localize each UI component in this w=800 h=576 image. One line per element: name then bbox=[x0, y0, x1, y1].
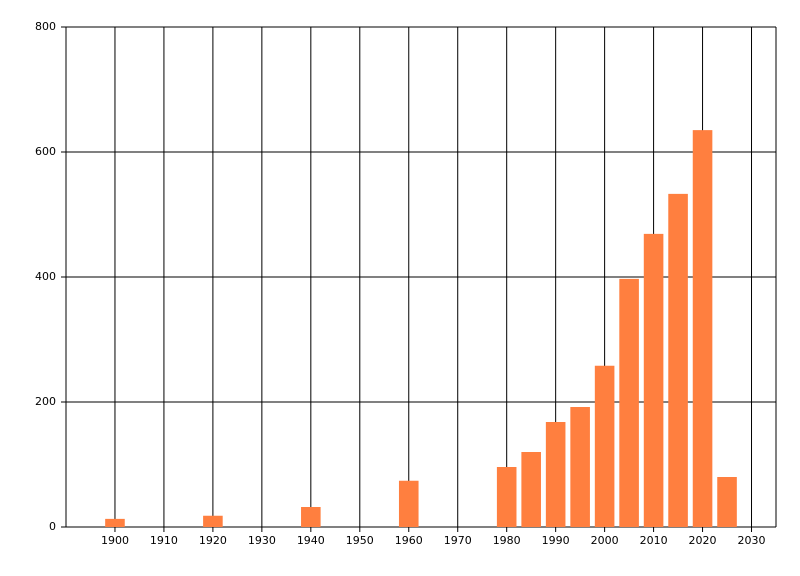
bar bbox=[619, 278, 639, 527]
bar bbox=[717, 477, 737, 527]
bar bbox=[545, 422, 566, 527]
x-tick-label: 1940 bbox=[297, 534, 325, 547]
x-tick-label: 2030 bbox=[738, 534, 766, 547]
bar bbox=[301, 507, 321, 527]
x-tick-label: 1980 bbox=[493, 534, 521, 547]
bar bbox=[570, 407, 590, 527]
bar bbox=[668, 193, 688, 527]
y-tick-label: 200 bbox=[35, 395, 56, 408]
bar bbox=[521, 452, 541, 527]
bar bbox=[643, 233, 664, 527]
x-tick-label: 2020 bbox=[689, 534, 717, 547]
x-tick-label: 2010 bbox=[640, 534, 668, 547]
x-tick-label: 1970 bbox=[444, 534, 472, 547]
bar bbox=[398, 480, 419, 527]
bar bbox=[203, 515, 223, 527]
x-tick-label: 1900 bbox=[101, 534, 129, 547]
y-tick-label: 800 bbox=[35, 20, 56, 33]
x-tick-label: 1960 bbox=[395, 534, 423, 547]
bar bbox=[496, 467, 517, 527]
y-tick-label: 600 bbox=[35, 145, 56, 158]
x-tick-label: 1920 bbox=[199, 534, 227, 547]
x-tick-label: 2000 bbox=[591, 534, 619, 547]
y-tick-label: 0 bbox=[49, 520, 56, 533]
bar bbox=[594, 365, 615, 527]
bar bbox=[692, 130, 713, 527]
y-tick-label: 400 bbox=[35, 270, 56, 283]
x-tick-label: 1950 bbox=[346, 534, 374, 547]
x-tick-label: 1910 bbox=[150, 534, 178, 547]
x-tick-label: 1930 bbox=[248, 534, 276, 547]
x-tick-label: 1990 bbox=[542, 534, 570, 547]
bar bbox=[105, 518, 125, 527]
